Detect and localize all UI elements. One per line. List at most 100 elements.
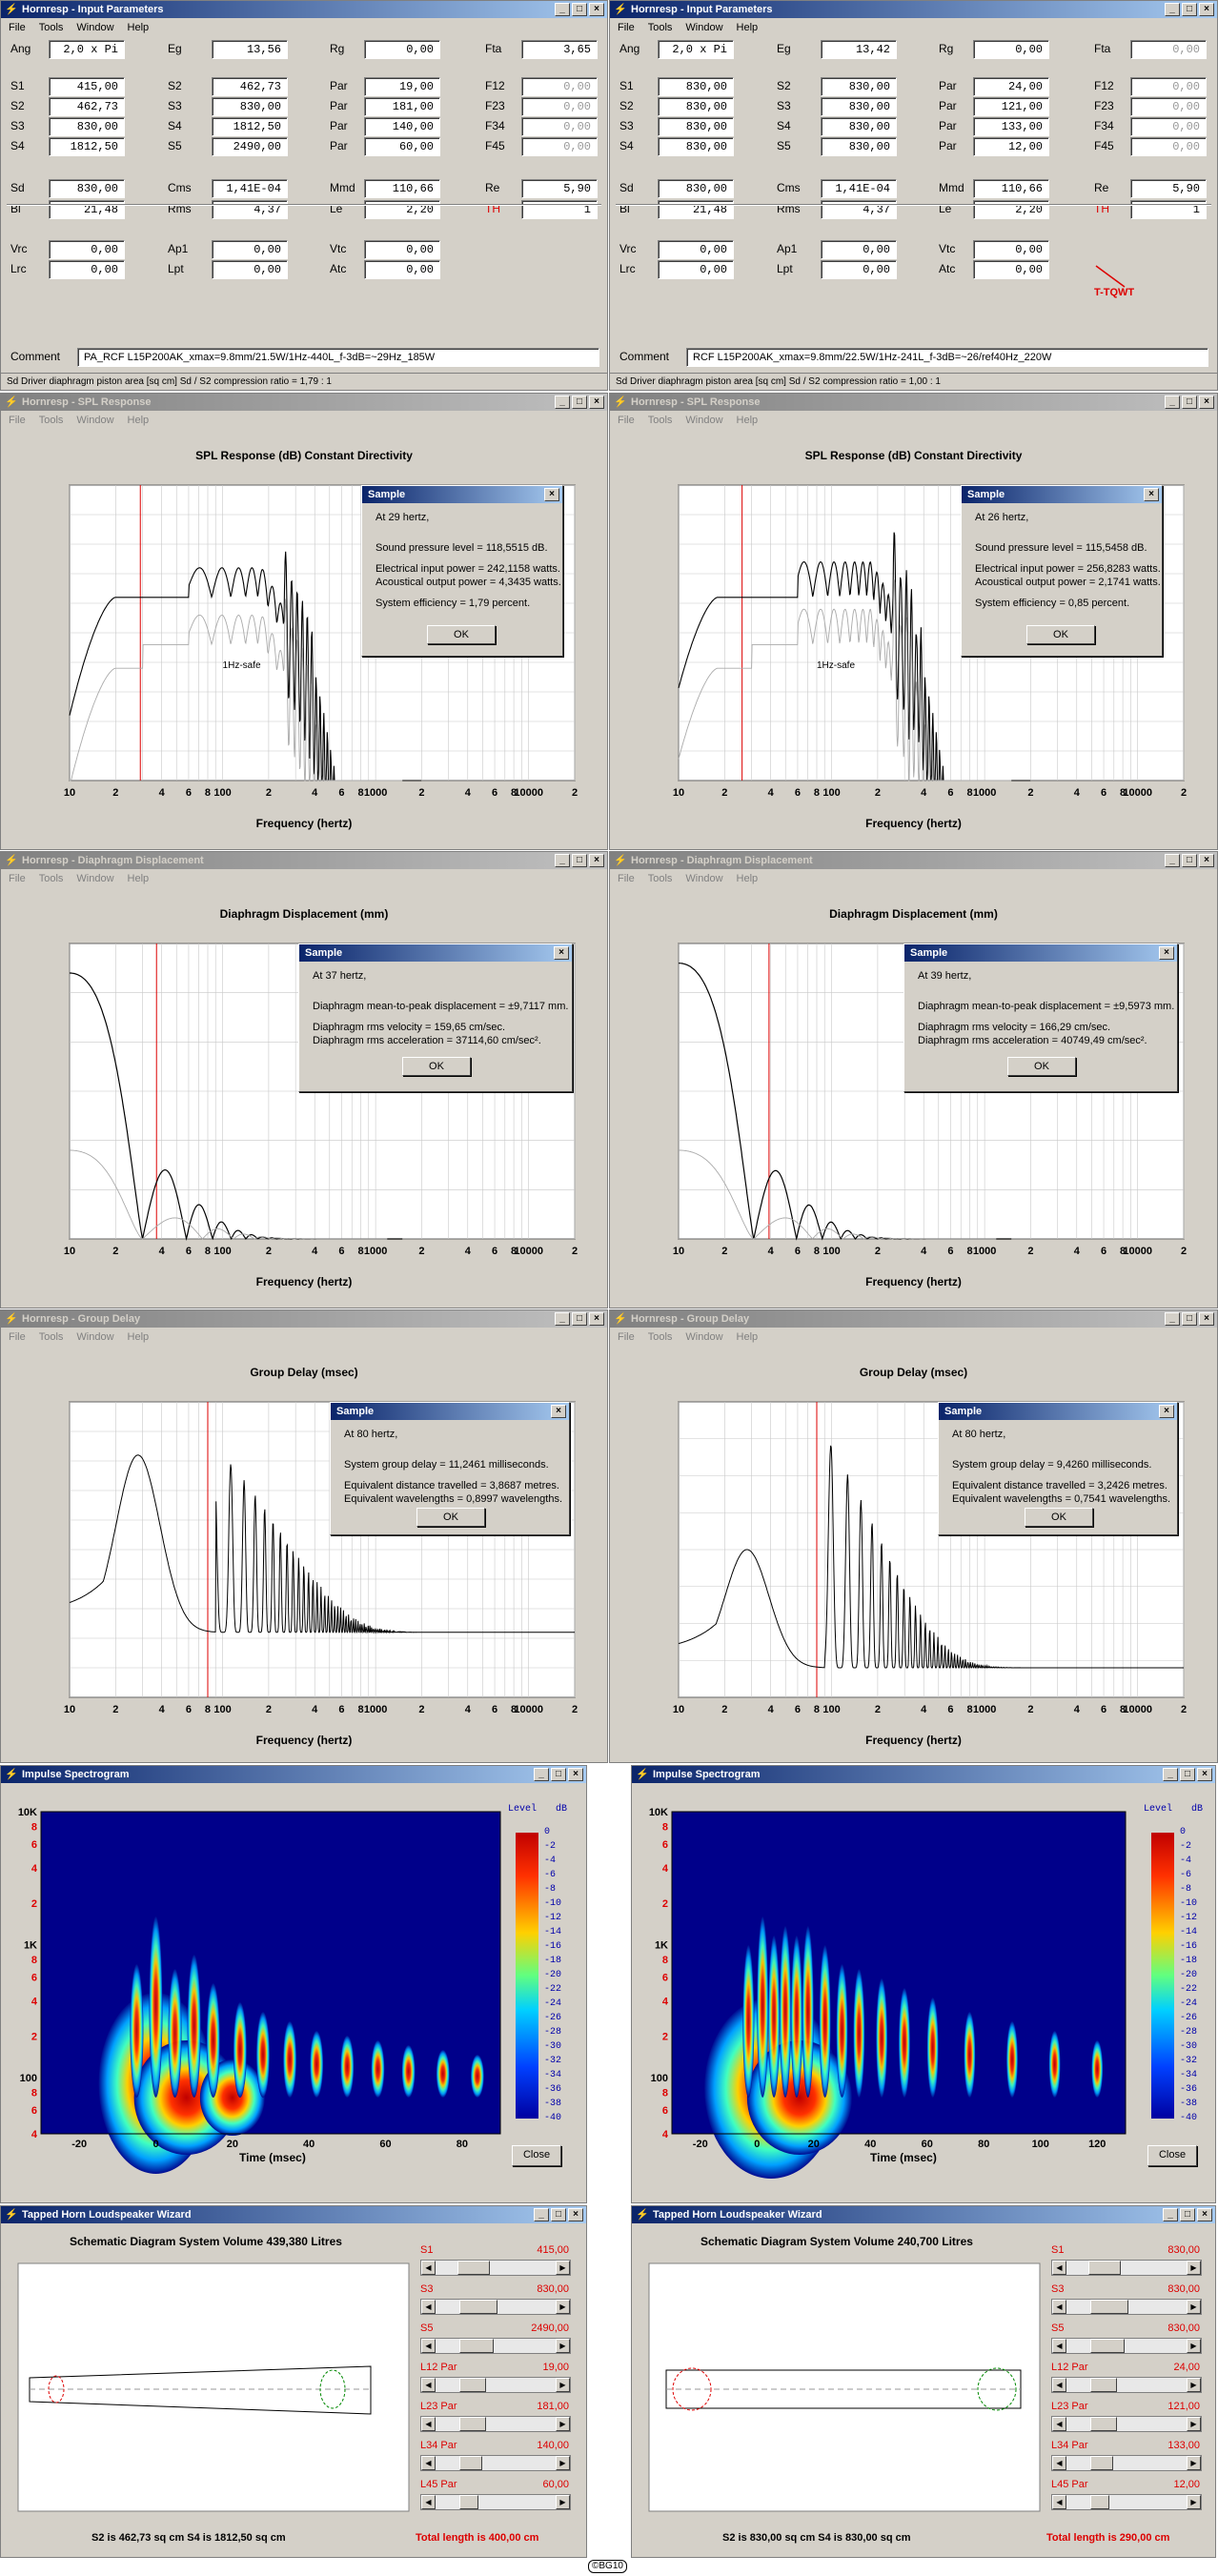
param-field[interactable]: 830,00 — [212, 97, 288, 116]
menu-help[interactable]: Help — [127, 1331, 150, 1343]
menu-help[interactable]: Help — [127, 873, 150, 884]
menu-help[interactable]: Help — [127, 415, 150, 426]
param-field[interactable]: 0,00 — [521, 137, 598, 156]
slider-left-arrow-icon[interactable]: ◀ — [1052, 2261, 1066, 2275]
param-field[interactable]: 1812,50 — [49, 137, 125, 156]
param-field[interactable]: 3,65 — [521, 40, 598, 59]
minimize-button[interactable]: _ — [1165, 396, 1180, 409]
param-field[interactable]: 2,20 — [973, 200, 1049, 219]
param-field[interactable]: 0,00 — [973, 240, 1049, 259]
param-field[interactable]: 0,00 — [212, 240, 288, 259]
slider-right-arrow-icon[interactable]: ▶ — [556, 2300, 570, 2314]
slider-thumb[interactable] — [1090, 2378, 1117, 2392]
parameter-slider[interactable]: ◀ ▶ — [1051, 2377, 1202, 2393]
maximize-button[interactable]: □ — [1180, 1768, 1195, 1781]
minimize-button[interactable]: _ — [1165, 854, 1180, 867]
maximize-button[interactable]: □ — [572, 396, 587, 409]
param-field[interactable]: 0,00 — [1130, 117, 1207, 136]
param-field[interactable]: 1812,50 — [212, 117, 288, 136]
slider-right-arrow-icon[interactable]: ▶ — [556, 2417, 570, 2431]
param-field[interactable]: 0,00 — [364, 240, 440, 259]
param-field[interactable]: 830,00 — [658, 179, 734, 198]
slider-left-arrow-icon[interactable]: ◀ — [1052, 2378, 1066, 2392]
minimize-button[interactable]: _ — [1165, 1312, 1180, 1326]
menu-tools[interactable]: Tools — [647, 415, 673, 426]
param-field[interactable]: 0,00 — [1130, 137, 1207, 156]
param-field[interactable]: 24,00 — [973, 77, 1049, 96]
menu-tools[interactable]: Tools — [38, 1331, 64, 1343]
param-field[interactable]: 2490,00 — [212, 137, 288, 156]
menu-window[interactable]: Window — [76, 415, 114, 426]
parameter-slider[interactable]: ◀ ▶ — [420, 2377, 571, 2393]
minimize-button[interactable]: _ — [555, 3, 570, 16]
close-button[interactable]: × — [1199, 1312, 1214, 1326]
menu-tools[interactable]: Tools — [38, 22, 64, 33]
slider-thumb[interactable] — [1090, 2339, 1125, 2353]
param-field[interactable]: 181,00 — [364, 97, 440, 116]
param-field[interactable]: 0,00 — [521, 117, 598, 136]
close-button[interactable]: × — [568, 1768, 583, 1781]
parameter-slider[interactable]: ◀ ▶ — [1051, 2455, 1202, 2471]
slider-thumb[interactable] — [459, 2339, 494, 2353]
param-field[interactable]: 13,56 — [212, 40, 288, 59]
maximize-button[interactable]: □ — [572, 854, 587, 867]
maximize-button[interactable]: □ — [551, 2208, 566, 2221]
slider-thumb[interactable] — [459, 2417, 486, 2431]
param-field[interactable]: 0,00 — [364, 40, 440, 59]
slider-right-arrow-icon[interactable]: ▶ — [1187, 2300, 1201, 2314]
param-field[interactable]: 2,0 x Pi — [49, 40, 125, 59]
slider-left-arrow-icon[interactable]: ◀ — [421, 2378, 436, 2392]
maximize-button[interactable]: □ — [1182, 1312, 1197, 1326]
close-button[interactable]: × — [1199, 396, 1214, 409]
dialog-close-button[interactable]: × — [1144, 488, 1159, 501]
param-field[interactable]: 0,00 — [1130, 77, 1207, 96]
menu-tools[interactable]: Tools — [38, 873, 64, 884]
parameter-slider[interactable]: ◀ ▶ — [1051, 2338, 1202, 2354]
slider-left-arrow-icon[interactable]: ◀ — [421, 2495, 436, 2509]
menu-help[interactable]: Help — [736, 22, 759, 33]
slider-thumb[interactable] — [459, 2378, 486, 2392]
param-field[interactable]: 0,00 — [658, 240, 734, 259]
slider-thumb[interactable] — [1090, 2495, 1109, 2509]
param-field[interactable]: 13,42 — [821, 40, 897, 59]
parameter-slider[interactable]: ◀ ▶ — [1051, 2494, 1202, 2510]
ok-button[interactable]: OK — [402, 1057, 471, 1076]
param-field[interactable]: 830,00 — [658, 77, 734, 96]
ok-button[interactable]: OK — [1026, 625, 1095, 644]
menu-help[interactable]: Help — [127, 22, 150, 33]
maximize-button[interactable]: □ — [551, 1768, 566, 1781]
minimize-button[interactable]: _ — [555, 854, 570, 867]
maximize-button[interactable]: □ — [1182, 854, 1197, 867]
param-field[interactable]: 0,00 — [973, 40, 1049, 59]
ok-button[interactable]: OK — [1025, 1508, 1093, 1527]
slider-left-arrow-icon[interactable]: ◀ — [1052, 2300, 1066, 2314]
slider-left-arrow-icon[interactable]: ◀ — [421, 2300, 436, 2314]
param-field[interactable]: 0,00 — [821, 260, 897, 279]
slider-right-arrow-icon[interactable]: ▶ — [1187, 2417, 1201, 2431]
param-field[interactable]: 830,00 — [821, 117, 897, 136]
slider-thumb[interactable] — [1090, 2300, 1128, 2314]
minimize-button[interactable]: _ — [1165, 3, 1180, 16]
minimize-button[interactable]: _ — [1163, 1768, 1178, 1781]
param-field[interactable]: 0,00 — [521, 97, 598, 116]
close-button[interactable]: × — [589, 1312, 604, 1326]
param-field[interactable]: 1 — [521, 200, 598, 219]
slider-thumb[interactable] — [459, 2495, 478, 2509]
menu-window[interactable]: Window — [685, 415, 723, 426]
slider-left-arrow-icon[interactable]: ◀ — [421, 2456, 436, 2470]
menu-window[interactable]: Window — [76, 873, 114, 884]
slider-right-arrow-icon[interactable]: ▶ — [556, 2495, 570, 2509]
param-field[interactable]: 830,00 — [658, 137, 734, 156]
menu-window[interactable]: Window — [76, 1331, 114, 1343]
parameter-slider[interactable]: ◀ ▶ — [420, 2260, 571, 2276]
menu-file[interactable]: File — [618, 873, 635, 884]
dialog-close-button[interactable]: × — [1159, 1405, 1174, 1418]
menu-window[interactable]: Window — [685, 22, 723, 33]
param-field[interactable]: 0,00 — [49, 260, 125, 279]
menu-tools[interactable]: Tools — [647, 1331, 673, 1343]
menu-file[interactable]: File — [618, 1331, 635, 1343]
menu-tools[interactable]: Tools — [38, 415, 64, 426]
param-field[interactable]: 0,00 — [658, 260, 734, 279]
slider-thumb[interactable] — [1090, 2456, 1113, 2470]
menu-file[interactable]: File — [9, 873, 26, 884]
